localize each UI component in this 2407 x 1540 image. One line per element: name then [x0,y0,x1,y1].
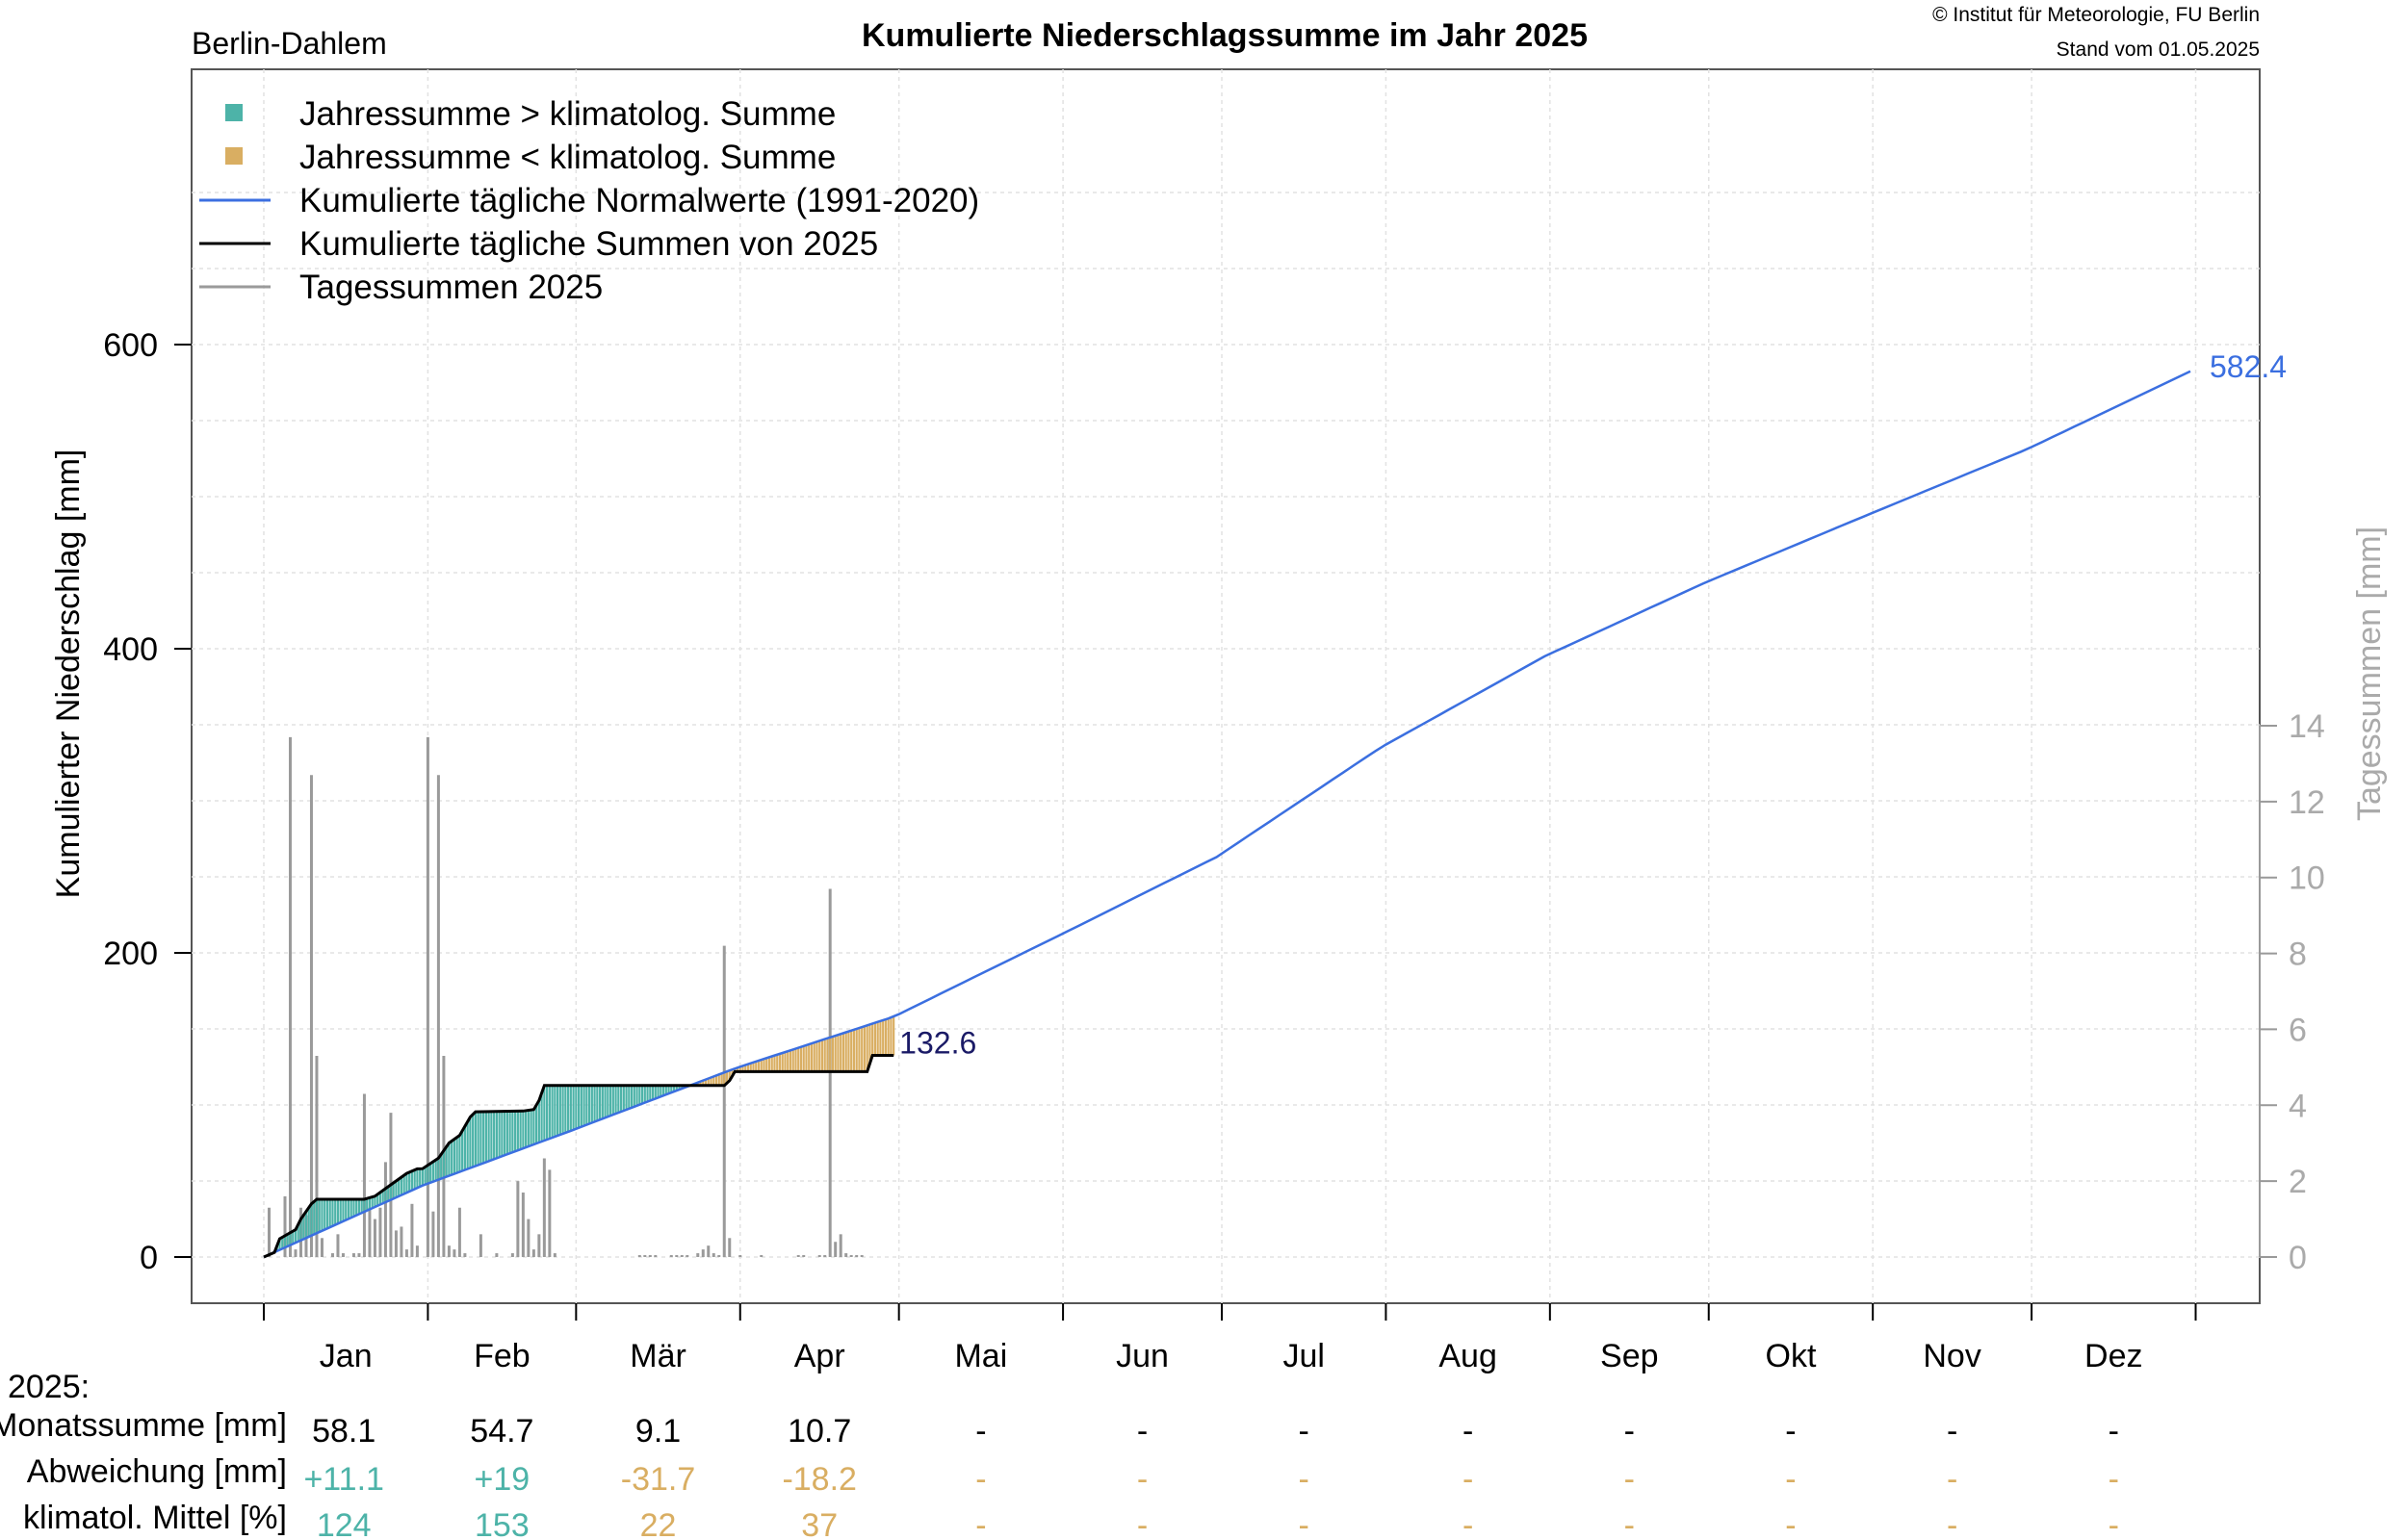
summary-monatssumme: - [1299,1413,1309,1450]
summary-monatssumme: 10.7 [788,1413,851,1450]
month-label: Jul [1282,1338,1324,1374]
summary-monatssumme: - [1462,1413,1473,1450]
y2-tick-label: 0 [2289,1240,2307,1276]
summary-monatssumme: 58.1 [312,1413,375,1450]
y2-tick-label: 2 [2289,1164,2307,1200]
month-label: Mai [954,1338,1007,1374]
y2-axis-label: Tagessummen [mm] [2351,526,2388,821]
summary-monatssumme: - [1624,1413,1635,1450]
summary-abweichung: +11.1 [303,1461,384,1498]
legend-label: Jahressumme > klimatolog. Summe [299,95,836,133]
x-axis: Jan Feb Mär Apr Mai Jun Jul Aug Sep Okt Nov Dez [263,1303,2197,1374]
grid [192,69,2260,1303]
legend-label: Jahressumme < klimatolog. Summe [299,139,836,176]
chart-title: Kumulierte Niederschlagssumme im Jahr 20… [862,17,1588,54]
summary-mittel: - [1137,1507,1148,1540]
y2-tick-label: 8 [2289,937,2307,973]
summary-abweichung: - [1462,1461,1473,1498]
month-label: Feb [474,1338,531,1374]
summary-mittel: - [1624,1507,1635,1540]
summary-mittel: 153 [475,1507,530,1540]
y-tick-label: 200 [103,936,158,972]
summary-monatssumme: - [975,1413,986,1450]
series-lines [263,370,2191,1259]
summary-abweichung: -18.2 [782,1461,857,1498]
legend-label: Kumulierte tägliche Summen von 2025 [299,225,878,263]
end-labels: 582.4 132.6 [899,349,2287,1061]
month-label: Apr [794,1338,845,1374]
month-label: Aug [1438,1338,1497,1374]
normal-line [263,370,2191,1259]
summary-mittel: - [2109,1507,2119,1540]
summary-year-label: 2025: [8,1369,90,1405]
summary-row-label: Monatssumme [mm] [0,1407,287,1444]
summary-mittel: 37 [801,1507,838,1540]
y-axis: 0 200 400 600 [103,327,192,1276]
y2-tick-label: 12 [2289,784,2325,821]
summary-monatssumme: - [1137,1413,1148,1450]
legend-swatch [225,147,243,165]
y2-tick-label: 6 [2289,1012,2307,1048]
summary-mittel: - [1947,1507,1957,1540]
summary-row-label: Abweichung [mm] [27,1453,287,1490]
summary-abweichung: -31.7 [621,1461,696,1498]
legend-swatch [225,104,243,121]
summary-mittel: 22 [640,1507,677,1540]
actual-end-label: 132.6 [899,1025,976,1060]
summary-abweichung: - [1299,1461,1309,1498]
y-tick-label: 400 [103,631,158,668]
month-label: Jun [1116,1338,1169,1374]
summary-mittel: - [975,1507,986,1540]
summary-abweichung: - [975,1461,986,1498]
stand-label: Stand vom 01.05.2025 [2057,38,2260,61]
copyright-label: © Institut für Meteorologie, FU Berlin [1932,4,2260,26]
daily-bars [267,736,864,1257]
summary-abweichung: - [2109,1461,2119,1498]
summary-monatssumme: 54.7 [470,1413,533,1450]
legend-label: Tagessummen 2025 [299,269,603,306]
summary-row-label: klimatol. Mittel [%] [23,1500,287,1536]
summary-mittel: - [1462,1507,1473,1540]
month-label: Mär [630,1338,686,1374]
summary-monatssumme: - [1785,1413,1796,1450]
summary-mittel: - [1785,1507,1796,1540]
summary-abweichung: - [1785,1461,1796,1498]
plot-frame [191,68,2261,1304]
month-label: Okt [1766,1338,1817,1374]
summary-mittel: 124 [317,1507,372,1540]
month-label: Dez [2084,1338,2142,1374]
y-axis-label: Kumulierter Niederschlag [mm] [50,449,87,899]
actual-line [263,1054,894,1259]
summary-monatssumme: - [1947,1413,1957,1450]
summary-mittel: - [1299,1507,1309,1540]
summary-abweichung: - [1624,1461,1635,1498]
month-label: Nov [1923,1338,1980,1374]
summary-table: 2025:Monatssumme [mm] Abweichung [mm] klim… [0,1369,2119,1540]
legend-label: Kumulierte tägliche Normalwerte (1991-20… [299,182,979,219]
legend: Jahressumme > klimatolog. Summe Jahressum… [199,95,979,306]
deviation-fill [265,1016,895,1256]
station-label: Berlin-Dahlem [192,26,387,61]
summary-abweichung: - [1137,1461,1148,1498]
y-tick-label: 0 [140,1240,158,1276]
summary-monatssumme: - [2109,1413,2119,1450]
month-label: Jan [320,1338,373,1374]
summary-abweichung: - [1947,1461,1957,1498]
y2-tick-label: 4 [2289,1088,2307,1124]
summary-abweichung: +19 [475,1461,531,1498]
y2-tick-label: 14 [2289,708,2325,745]
y2-tick-label: 10 [2289,860,2325,897]
normal-end-label: 582.4 [2210,349,2287,384]
y2-axis: 0 2 4 6 8 10 12 14 [2259,708,2325,1276]
summary-monatssumme: 9.1 [635,1413,681,1450]
month-label: Sep [1600,1338,1659,1374]
y-tick-label: 600 [103,327,158,364]
